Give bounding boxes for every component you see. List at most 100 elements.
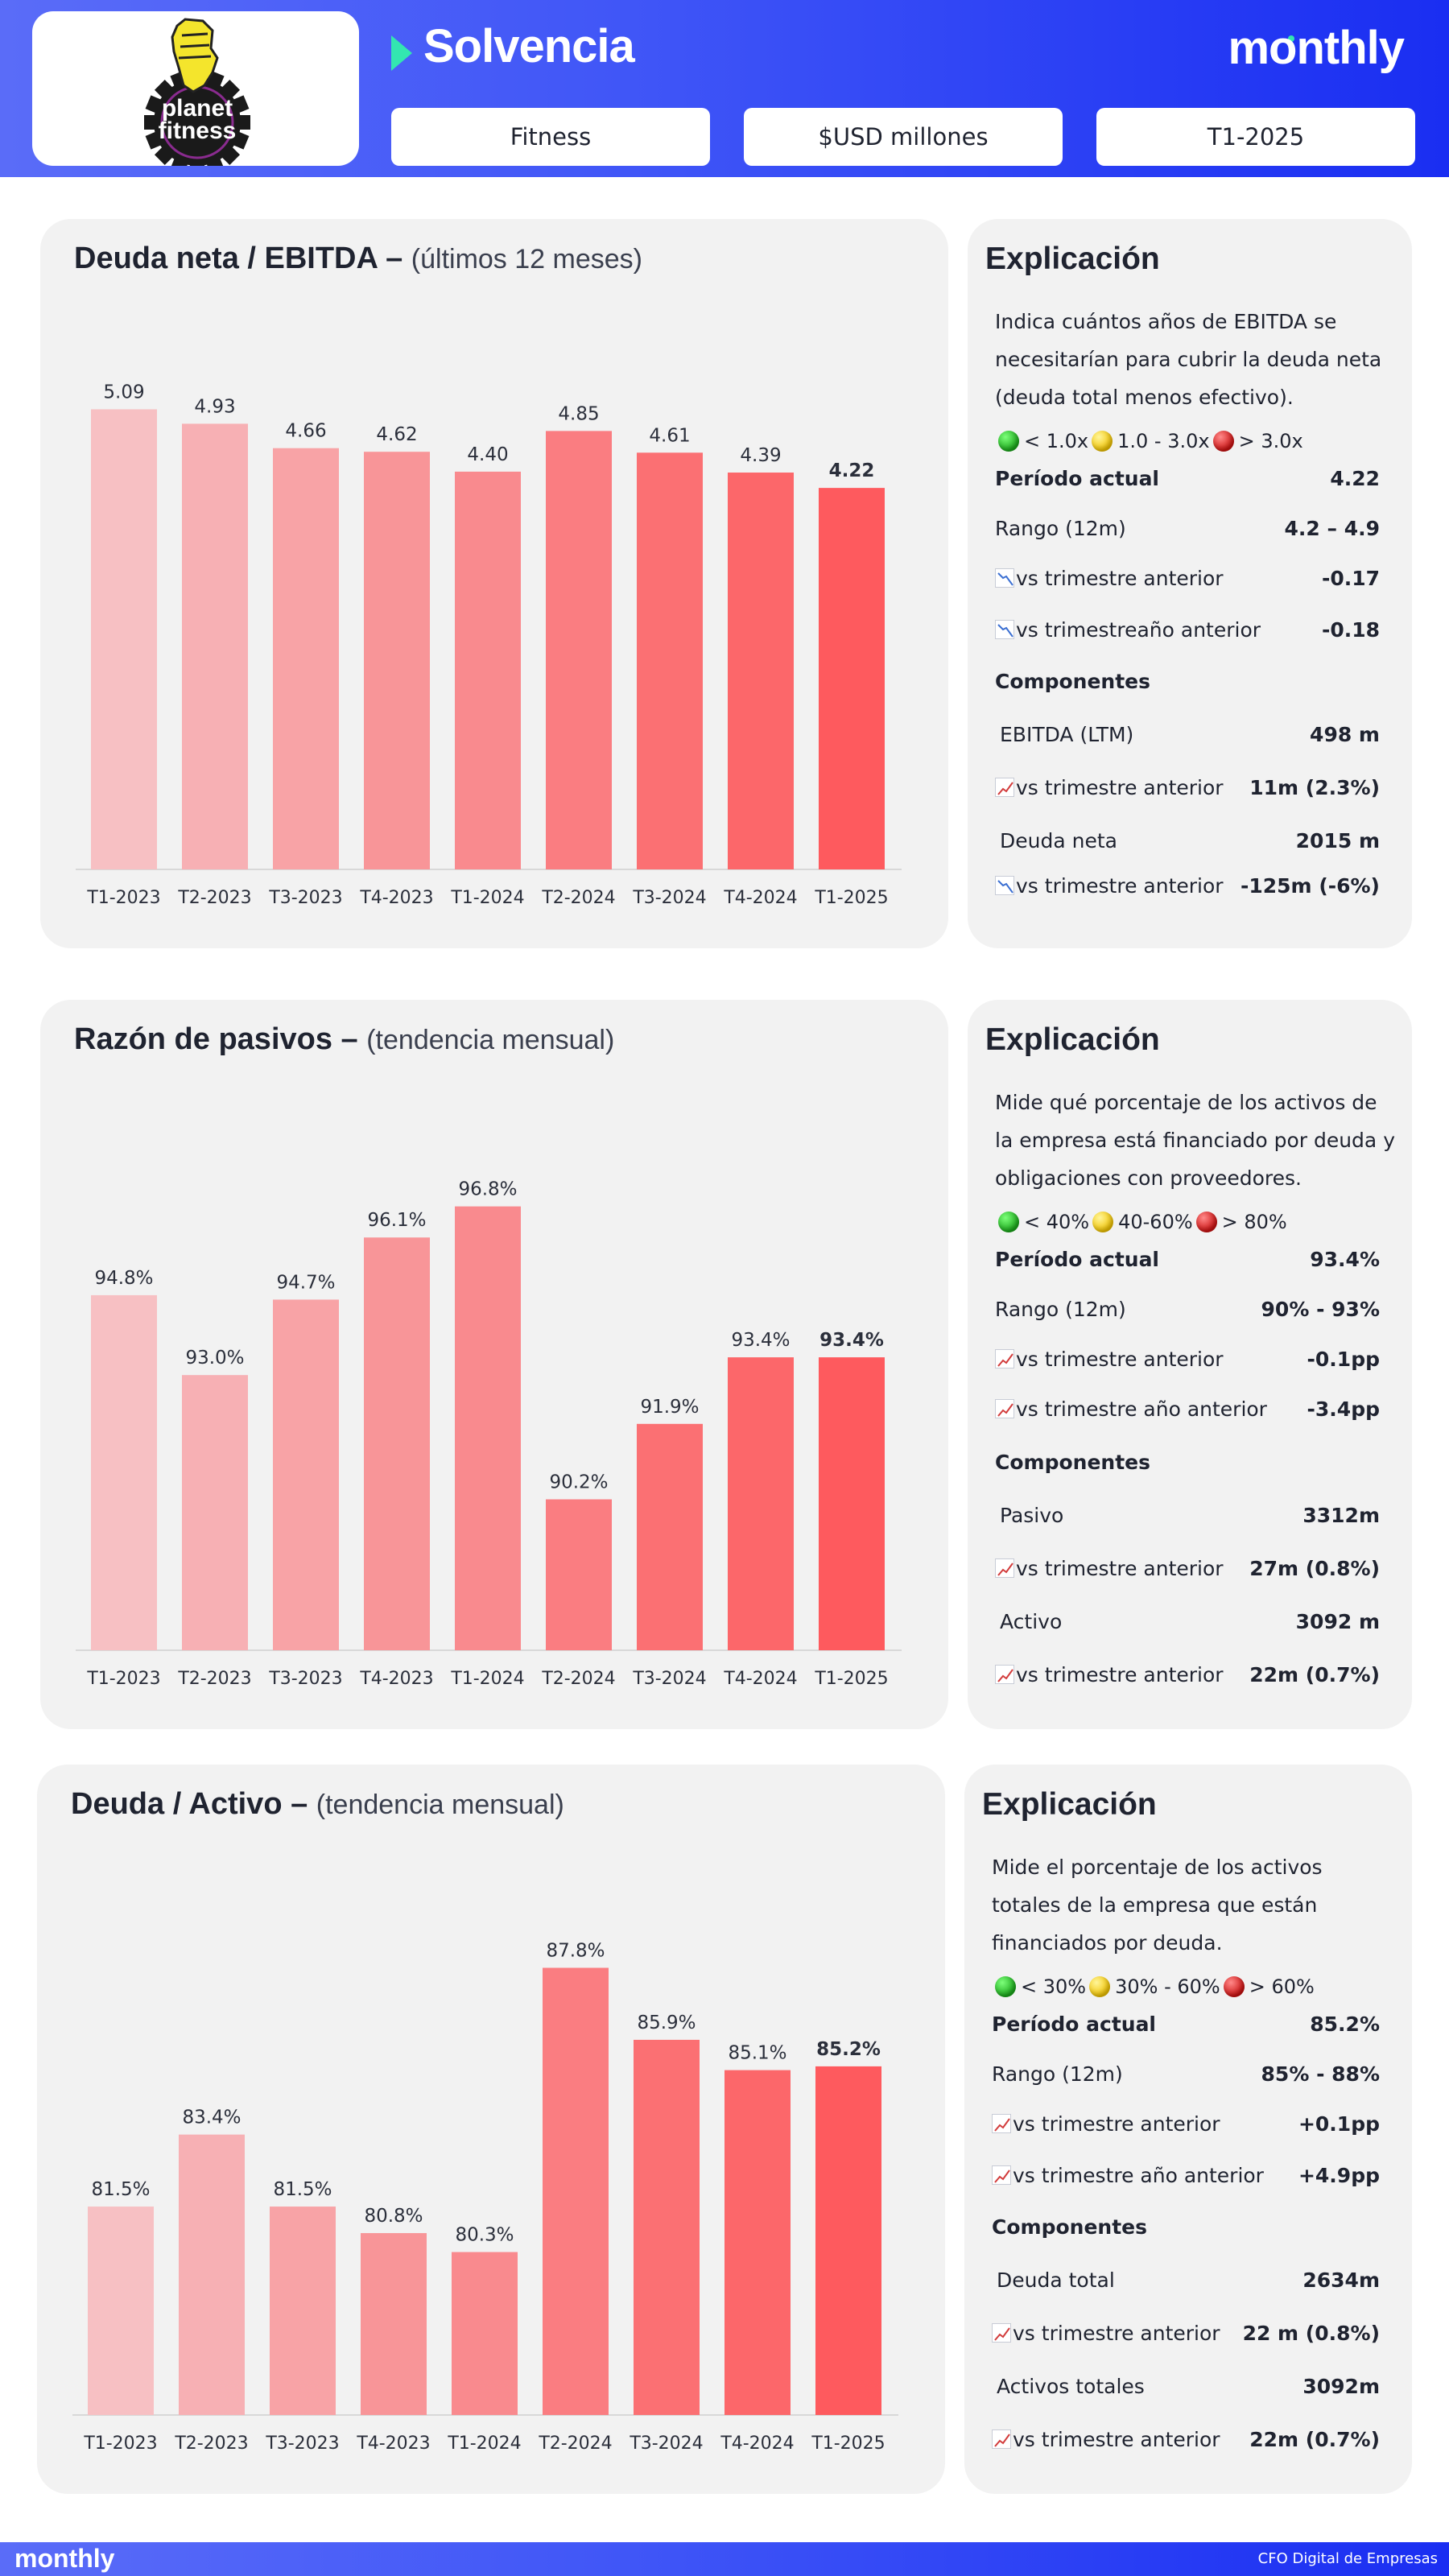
threshold-legend: < 1.0x 1.0 - 3.0x > 3.0x — [995, 427, 1303, 456]
bar-t3-2024[interactable] — [637, 452, 703, 869]
yellow-ball-icon — [1092, 1212, 1114, 1232]
explanation-panel-deuda-ebitda: Explicación Indica cuántos años de EBITD… — [968, 219, 1412, 948]
yellow-ball-icon — [1092, 431, 1113, 452]
bar-t4-2024[interactable] — [728, 473, 794, 869]
period-filter[interactable]: T1-2025 — [1096, 108, 1415, 166]
bar-t3-2024[interactable] — [634, 2039, 700, 2415]
metric-value: -125m (-6%) — [1241, 873, 1380, 898]
brand-dot-icon — [1288, 35, 1294, 42]
bar-t1-2025[interactable] — [819, 488, 885, 869]
x-tick-label: T3-2024 — [632, 1669, 706, 1689]
logo-text-planet: planet — [162, 95, 233, 122]
bar-t1-2025[interactable] — [819, 1357, 885, 1650]
data-label: 93.4% — [819, 1330, 884, 1351]
data-label: 94.8% — [94, 1268, 153, 1289]
chart-title-main: Deuda neta / EBITDA – — [74, 242, 411, 275]
metric-value: 27m (0.8%) — [1249, 1556, 1380, 1580]
metric-value: 498 m — [1310, 722, 1380, 746]
x-tick-label: T3-2024 — [632, 888, 706, 908]
metric-value: 93.4% — [1310, 1247, 1380, 1271]
bar-t4-2023[interactable] — [364, 1237, 430, 1650]
data-label: 4.22 — [829, 460, 875, 481]
data-label: 4.93 — [194, 396, 235, 417]
legend-green-label: < 40% — [1024, 1211, 1090, 1233]
bar-t2-2024[interactable] — [546, 431, 612, 869]
bar-t1-2024[interactable] — [452, 2252, 518, 2415]
bar-t1-2024[interactable] — [455, 471, 521, 869]
metric-row: vs trimestre anterior 27m (0.8%) — [995, 1552, 1380, 1584]
bar-t2-2024[interactable] — [546, 1499, 612, 1650]
bar-t1-2023[interactable] — [91, 409, 157, 870]
metric-value: 3312m — [1302, 1503, 1380, 1527]
bar-t2-2023[interactable] — [182, 423, 248, 869]
chart-panel-razon-pasivos: Razón de pasivos – (tendencia mensual) 9… — [40, 1000, 948, 1729]
currency-filter[interactable]: $USD millones — [744, 108, 1063, 166]
data-label: 87.8% — [546, 1940, 605, 1961]
data-label: 81.5% — [91, 2179, 150, 2200]
trend-down-icon — [995, 620, 1014, 639]
metric-label: Componentes — [995, 1450, 1150, 1474]
metric-row: Rango (12m) 85% - 88% — [992, 2058, 1380, 2090]
metric-value: -0.1pp — [1307, 1347, 1380, 1371]
metric-row: vs trimestre anterior 11m (2.3%) — [995, 771, 1380, 803]
planet-fitness-logo: planet fitness — [144, 18, 250, 166]
bar-t2-2023[interactable] — [179, 2134, 245, 2415]
red-ball-icon — [1195, 1212, 1217, 1232]
data-label: 91.9% — [640, 1397, 699, 1418]
bar-t1-2023[interactable] — [88, 2207, 154, 2415]
data-label: 4.39 — [740, 445, 781, 466]
legend-yellow-label: 1.0 - 3.0x — [1117, 430, 1210, 452]
metric-row: vs trimestre anterior -0.17 — [995, 562, 1380, 594]
bar-t4-2024[interactable] — [724, 2070, 791, 2415]
bar-t4-2023[interactable] — [361, 2233, 427, 2415]
data-label: 83.4% — [182, 2107, 241, 2128]
metric-row: vs trimestre anterior -125m (-6%) — [995, 869, 1380, 902]
metric-value: +4.9pp — [1298, 2163, 1380, 2187]
metric-row: vs trimestre anterior +0.1pp — [992, 2107, 1380, 2140]
red-ball-icon — [1212, 431, 1234, 452]
x-tick-label: T1-2024 — [450, 888, 524, 908]
legend-yellow-label: 30% - 60% — [1115, 1975, 1220, 1998]
brand-name: monthly — [1228, 22, 1405, 74]
bar-t1-2025[interactable] — [815, 2066, 881, 2415]
page-title: Solvencia — [423, 20, 635, 72]
metric-row: Activo 3092 m — [995, 1605, 1380, 1637]
bar-t3-2023[interactable] — [273, 1299, 339, 1650]
industry-filter[interactable]: Fitness — [391, 108, 710, 166]
metric-row: vs trimestreaño anterior -0.18 — [995, 613, 1380, 646]
metric-value: 2015 m — [1295, 828, 1380, 852]
x-tick-label: T1-2023 — [86, 1669, 160, 1689]
explanation-description: Mide qué porcentaje de los activos de la… — [995, 1091, 1395, 1190]
x-tick-label: T4-2024 — [723, 888, 797, 908]
metric-label: vs trimestre año anterior — [1013, 2163, 1264, 2187]
metric-value: +0.1pp — [1298, 2112, 1380, 2136]
bar-t1-2023[interactable] — [91, 1294, 157, 1650]
header-bar: planet fitness Solvencia monthly Fitness… — [0, 0, 1449, 177]
data-label: 96.1% — [367, 1210, 426, 1231]
metric-value: 3092 m — [1295, 1609, 1380, 1633]
explanation-panel-deuda-activo: Explicación Mide el porcentaje de los ac… — [964, 1765, 1412, 2494]
metric-row: Período actual 93.4% — [995, 1243, 1380, 1275]
data-label: 93.0% — [185, 1348, 244, 1368]
bar-t2-2023[interactable] — [182, 1375, 248, 1650]
footer-bar: monthly CFO Digital de Empresas — [0, 2542, 1449, 2576]
metric-row: vs trimestre anterior 22 m (0.8%) — [992, 2317, 1380, 2349]
bar-t1-2024[interactable] — [455, 1206, 521, 1650]
metric-label: Período actual — [995, 1247, 1160, 1271]
metric-label: Activo — [1000, 1609, 1063, 1633]
bar-t4-2024[interactable] — [728, 1357, 794, 1650]
trend-up-icon — [995, 1349, 1014, 1368]
metric-label: vs trimestre anterior — [1013, 2427, 1220, 2451]
bar-t3-2023[interactable] — [270, 2207, 336, 2415]
bar-t3-2023[interactable] — [273, 448, 339, 869]
metric-value: 4.2 – 4.9 — [1284, 516, 1380, 540]
bar-t3-2024[interactable] — [637, 1423, 703, 1650]
metric-label: vs trimestre anterior — [1016, 1347, 1224, 1371]
x-tick-label: T1-2025 — [814, 888, 888, 908]
x-tick-label: T4-2024 — [720, 2434, 794, 2454]
bar-t4-2023[interactable] — [364, 452, 430, 869]
trend-up-icon — [995, 1399, 1014, 1418]
threshold-legend: < 40% 40-60% > 80% — [995, 1208, 1287, 1236]
bar-t2-2024[interactable] — [543, 1967, 609, 2415]
x-tick-label: T1-2024 — [447, 2434, 521, 2454]
